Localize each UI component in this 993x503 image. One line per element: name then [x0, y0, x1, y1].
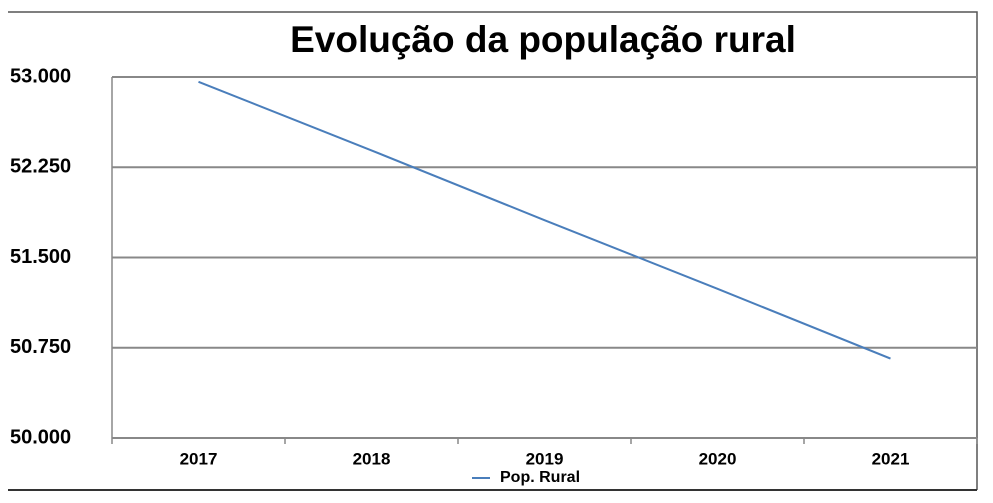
x-tick-label: 2017 [180, 449, 218, 468]
chart-frame [8, 11, 978, 490]
x-tick-label: 2018 [353, 449, 391, 468]
y-tick-label: 50.750 [10, 336, 71, 358]
y-tick-label: 53.000 [10, 65, 71, 87]
chart-title: Evolução da população rural [290, 19, 796, 60]
y-tick-label: 50.000 [10, 426, 71, 448]
x-tick-label: 2021 [872, 449, 910, 468]
y-tick-label: 52.250 [10, 156, 71, 178]
y-tick-label: 51.500 [10, 246, 71, 268]
legend-label: Pop. Rural [500, 469, 580, 486]
x-tick-label: 2019 [526, 449, 564, 468]
line-series [198, 80, 891, 360]
x-tick-label: 2020 [699, 449, 737, 468]
